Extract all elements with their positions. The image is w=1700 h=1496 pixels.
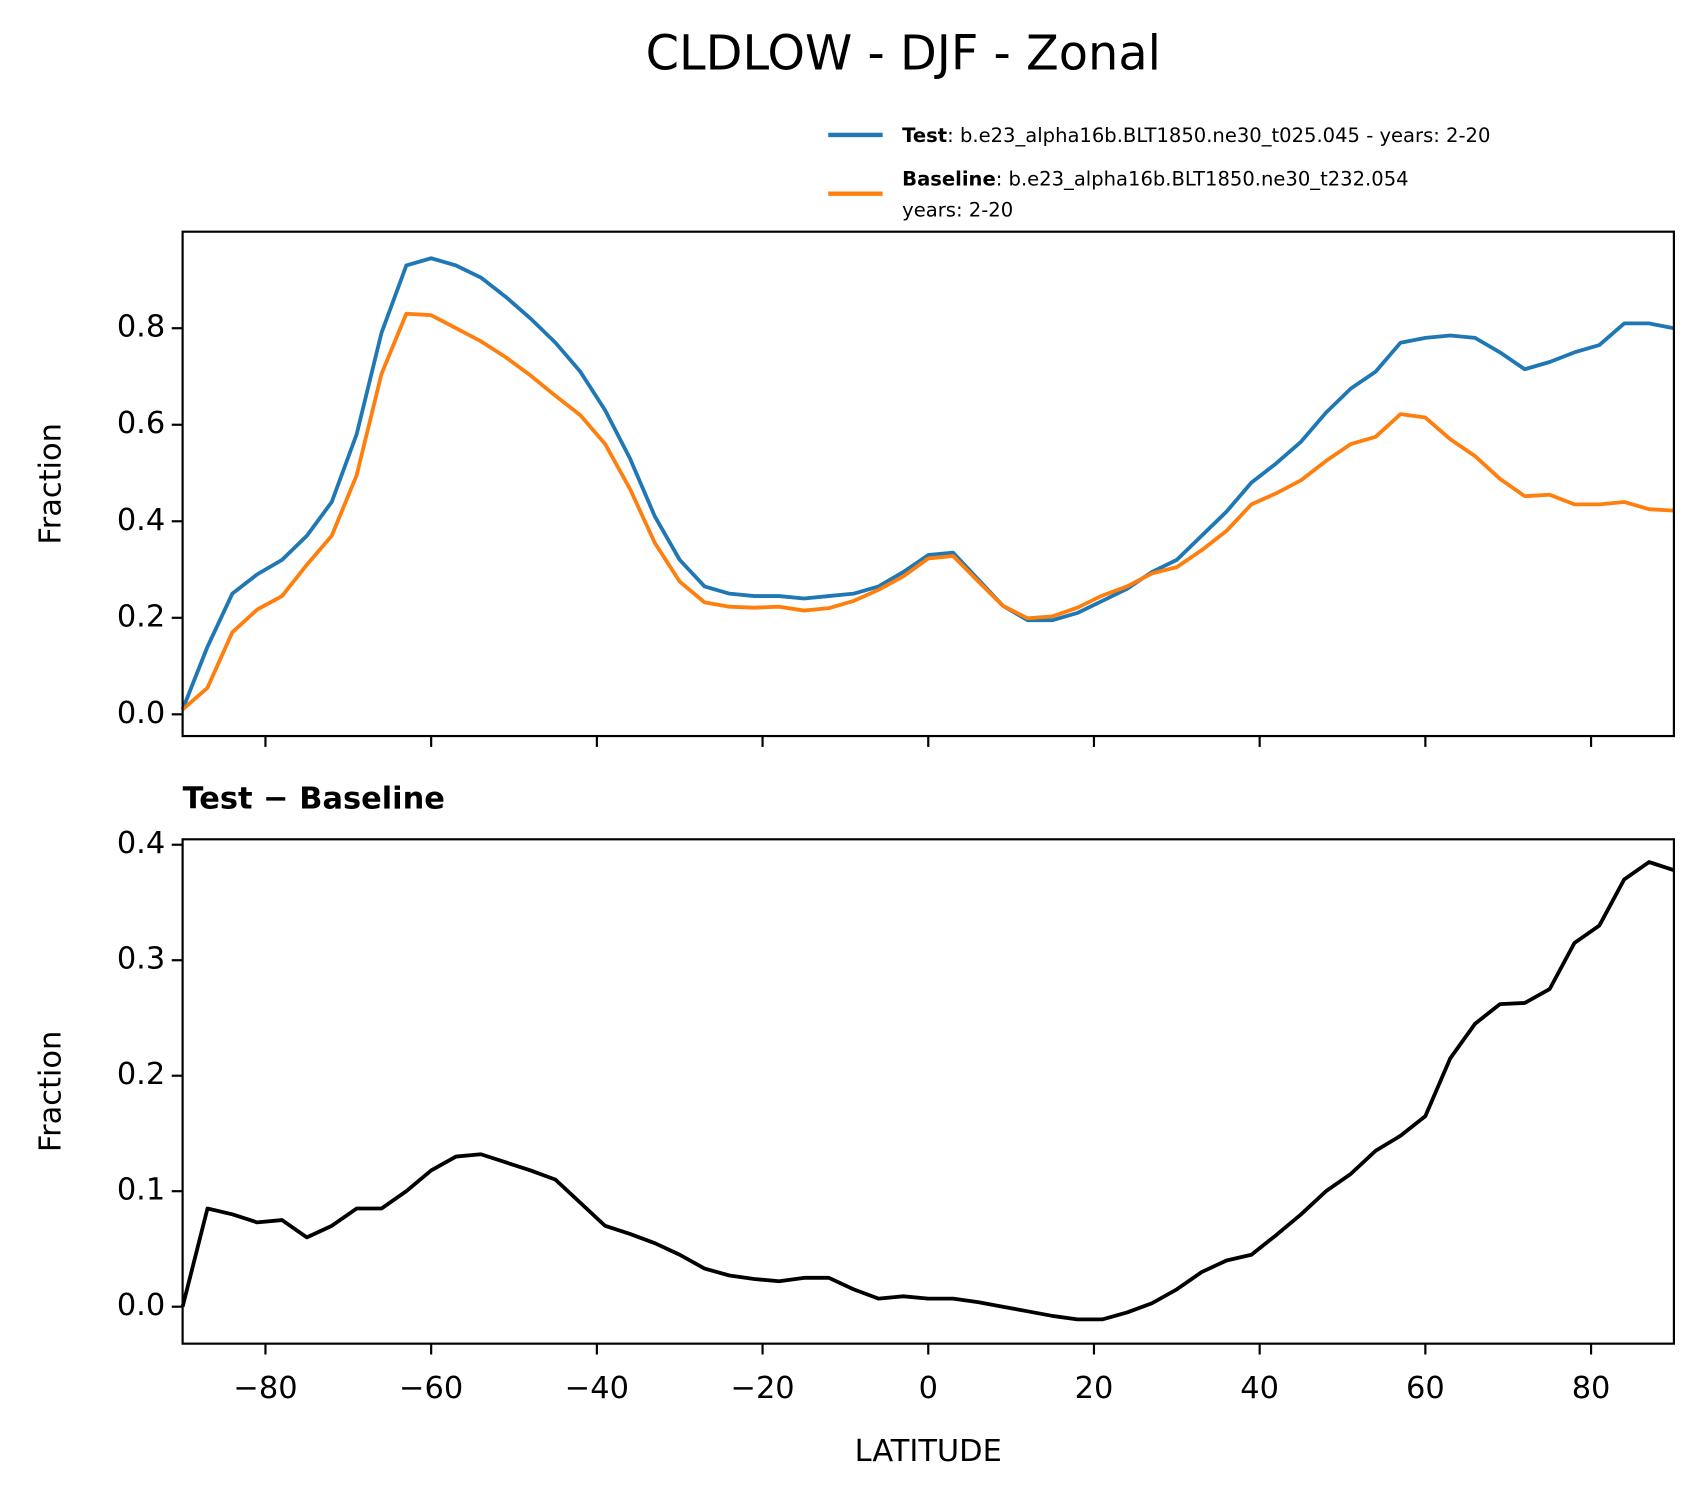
y-tick-label: 0.0 (117, 696, 165, 731)
legend-label: Baseline: b.e23_alpha16b.BLT1850.ne30_t2… (902, 167, 1408, 190)
y-tick-label: 0.0 (117, 1288, 165, 1323)
line (181, 311, 1675, 711)
x-tick-label: 20 (1075, 1371, 1114, 1406)
legend-description: : b.e23_alpha16b.BLT1850.ne30_t025.045 -… (947, 124, 1490, 147)
axes-frame (181, 230, 1675, 738)
line (180, 256, 1675, 711)
axes-title: Test − Baseline (183, 782, 445, 817)
axes-frame (181, 838, 1675, 1345)
y-tick-label: 0.6 (117, 406, 165, 441)
y-tick-label: 0.8 (117, 310, 165, 345)
y-tick-label: 0.4 (117, 503, 165, 538)
figure-title: CLDLOW - DJF - Zonal (646, 27, 1161, 82)
y-axis-label: Fraction (34, 1031, 69, 1152)
x-tick-label: 0 (919, 1371, 938, 1406)
line (180, 860, 1675, 1322)
x-tick-label: −40 (565, 1371, 629, 1406)
legend-name: Test (902, 124, 947, 147)
x-tick-label: 60 (1406, 1371, 1445, 1406)
x-tick-label: −60 (399, 1371, 463, 1406)
x-tick-label: 80 (1572, 1371, 1611, 1406)
y-tick-label: 0.2 (117, 1057, 165, 1092)
x-tick-label: 40 (1240, 1371, 1279, 1406)
legend-description: years: 2-20 (902, 199, 1013, 222)
legend-description: : b.e23_alpha16b.BLT1850.ne30_t232.054 (996, 167, 1409, 190)
legend-label: Test: b.e23_alpha16b.BLT1850.ne30_t025.0… (902, 124, 1490, 147)
y-tick-label: 0.2 (117, 599, 165, 634)
y-tick-label: 0.3 (117, 942, 165, 977)
y-tick-label: 0.4 (117, 826, 165, 861)
legend-name: Baseline (902, 167, 996, 190)
y-tick-label: 0.1 (117, 1173, 165, 1208)
x-tick-label: −80 (233, 1371, 297, 1406)
x-axis-label: LATITUDE (855, 1434, 1002, 1469)
y-axis-label: Fraction (34, 423, 69, 544)
x-tick-label: −20 (730, 1371, 794, 1406)
